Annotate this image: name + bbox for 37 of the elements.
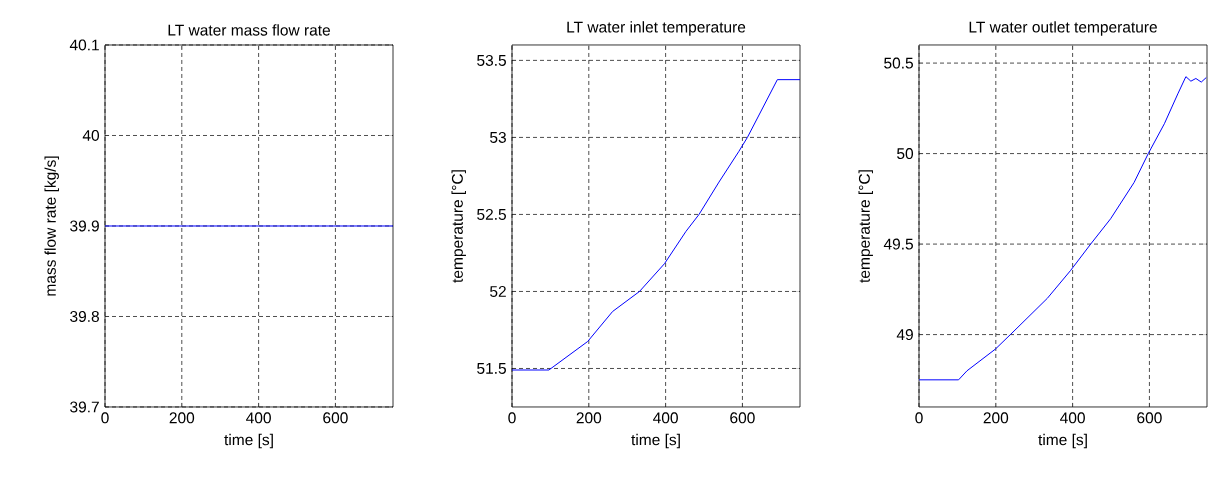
x-tick-label: 400 [246,412,271,424]
y-axis-title: temperature [°C] [858,170,873,283]
y-tick-label: 39.9 [70,220,99,232]
x-axis-title: time [s] [1038,433,1087,449]
x-tick-label: 200 [576,412,602,424]
line-series [512,79,801,371]
x-tick-label: 200 [169,412,195,424]
y-tick-label: 52.5 [477,208,506,220]
x-tick-label: 0 [101,412,109,424]
y-tick-label: 39.7 [70,401,99,413]
chart-title: LT water mass flow rate [168,24,330,36]
x-tick-label: 600 [1137,412,1162,424]
x-axis-title: time [s] [224,433,273,449]
y-tick-label: 53 [490,131,506,143]
x-tick-label: 400 [1060,412,1085,424]
x-tick-label: 600 [730,412,755,424]
y-tick-label: 50 [897,148,914,160]
line-series [919,76,1207,381]
y-tick-label: 49.5 [883,238,913,250]
x-tick-label: 400 [653,412,678,424]
y-tick-label: 53.5 [477,54,506,66]
chart-title: LT water inlet temperature [567,21,746,36]
y-tick-label: 51.5 [477,363,506,374]
y-tick-label: 49 [896,329,913,341]
x-axis-title: time [s] [631,433,680,449]
y-tick-label: 50.5 [884,57,913,69]
x-tick-label: 0 [915,412,923,424]
chart-title: LT water outlet temperature [969,21,1157,36]
x-tick-label: 200 [983,412,1009,424]
y-tick-label: 39.8 [70,310,99,322]
y-tick-label: 52 [490,285,506,297]
y-tick-label: 40.1 [69,39,99,51]
y-tick-label: 40 [82,129,100,141]
y-axis-title: temperature [°C] [451,170,466,283]
x-tick-label: 0 [508,412,516,424]
x-tick-label: 600 [323,412,348,424]
y-axis-title: mass flow rate [kg/s] [44,156,59,296]
